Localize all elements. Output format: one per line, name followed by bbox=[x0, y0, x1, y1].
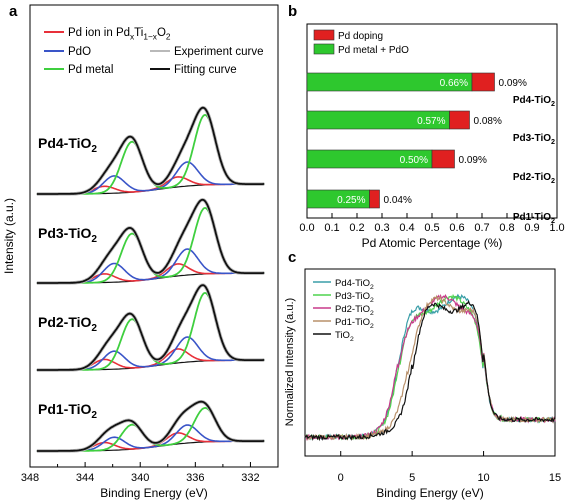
x-tick-label: 348 bbox=[21, 472, 39, 484]
series-line bbox=[304, 294, 556, 441]
category-label: Pd4-TiO2 bbox=[513, 95, 555, 108]
spectrum-group: Pd2-TiO2 bbox=[36, 283, 265, 372]
panel-b-letter: b bbox=[288, 3, 297, 20]
spectrum-group: Pd3-TiO2 bbox=[36, 198, 265, 285]
legend-label: Pd3-TiO2 bbox=[335, 291, 374, 304]
x-tick-label: 0.4 bbox=[399, 222, 414, 234]
fitting-curve bbox=[36, 284, 265, 371]
pd-metal-curve bbox=[36, 292, 265, 371]
x-tick-label: 10 bbox=[477, 472, 489, 484]
category-label: Pd3-TiO2 bbox=[513, 133, 555, 146]
sample-label: Pd1-TiO2 bbox=[38, 401, 97, 421]
legend-label: Pd metal + PdO bbox=[338, 45, 409, 56]
x-tick-label: 0.9 bbox=[524, 222, 539, 234]
x-tick-label: 0.1 bbox=[324, 222, 339, 234]
fitting-curve bbox=[36, 400, 265, 452]
legend-label: Pd metal bbox=[68, 64, 113, 76]
legend-label: Fitting curve bbox=[174, 64, 237, 76]
panel-c-letter: c bbox=[288, 249, 296, 266]
panel-b: b Pd doping Pd metal + PdO 0.66% 0.09% Pd4-… bbox=[288, 3, 565, 250]
category-label: Pd2-TiO2 bbox=[513, 172, 555, 185]
panel-a: a Pd4-TiO2 Pd3-TiO2 Pd2-TiO2 Pd1-TiO2 Pd io… bbox=[2, 3, 279, 500]
series-line bbox=[304, 300, 556, 442]
legend-label: TiO2 bbox=[335, 330, 354, 343]
spectrum-group: Pd1-TiO2 bbox=[36, 399, 265, 453]
bar-value-label: 0.50% bbox=[400, 155, 428, 166]
sample-label: Pd4-TiO2 bbox=[38, 135, 97, 155]
panel-c-curves bbox=[304, 293, 556, 442]
x-tick-label: 0.7 bbox=[474, 222, 489, 234]
bar-value-label: 0.08% bbox=[474, 116, 502, 127]
x-tick-label: 0.5 bbox=[424, 222, 439, 234]
x-tick-label: 0.6 bbox=[449, 222, 464, 234]
sample-label: Pd3-TiO2 bbox=[38, 225, 97, 245]
x-tick-label: 0.8 bbox=[499, 222, 514, 234]
fitting-curve bbox=[36, 106, 265, 195]
legend-swatch bbox=[313, 43, 335, 55]
panel-b-xlabel: Pd Atomic Percentage (%) bbox=[362, 236, 503, 250]
panel-a-xlabel: Binding Energy (eV) bbox=[100, 486, 207, 500]
panel-a-ylabel: Intensity (a.u.) bbox=[2, 198, 16, 274]
sample-label: Pd2-TiO2 bbox=[38, 314, 97, 334]
bar-value-label: 0.09% bbox=[459, 155, 487, 166]
spectrum-group: Pd4-TiO2 bbox=[36, 105, 265, 196]
legend-label: Pd doping bbox=[338, 31, 383, 42]
bar-value-label: 0.66% bbox=[440, 78, 468, 89]
legend-swatch bbox=[313, 29, 335, 41]
pd-metal-curve bbox=[36, 114, 265, 195]
x-tick-label: 0.0 bbox=[299, 222, 314, 234]
bar-pd-doping bbox=[449, 110, 470, 130]
legend-label: Pd2-TiO2 bbox=[335, 304, 374, 317]
bar-value-label: 0.04% bbox=[384, 195, 412, 206]
bar-value-label: 0.25% bbox=[337, 195, 365, 206]
x-tick-label: 15 bbox=[549, 472, 561, 484]
panel-b-bars: 0.66% 0.09% Pd4-TiO2 0.57% 0.08% Pd3-TiO2 0.50… bbox=[306, 72, 555, 225]
legend-label: PdO bbox=[68, 46, 91, 58]
panel-a-spectra: Pd4-TiO2 Pd3-TiO2 Pd2-TiO2 Pd1-TiO2 bbox=[36, 105, 265, 453]
x-tick-label: 336 bbox=[186, 472, 204, 484]
x-tick-label: 332 bbox=[241, 472, 259, 484]
panel-a-frame bbox=[29, 4, 279, 468]
x-tick-label: 0.3 bbox=[374, 222, 389, 234]
bar-value-label: 0.57% bbox=[417, 116, 445, 127]
x-tick-label: 340 bbox=[131, 472, 149, 484]
panel-c-ylabel: Normalized Intensity (a.u.) bbox=[284, 298, 296, 426]
bar-pd-doping bbox=[431, 149, 455, 169]
panel-b-legend: Pd doping Pd metal + PdO bbox=[313, 29, 409, 56]
panel-b-x-axis: 0.0 0.1 0.2 0.3 0.4 0.5 0.6 0.7 0.8 0.9 1.0 bbox=[299, 213, 565, 234]
panel-a-legend: Pd ion in PdxTi1−xO2 PdO Pd metal Experimen… bbox=[44, 27, 263, 76]
x-tick-label: 344 bbox=[76, 472, 94, 484]
panel-c-xlabel: Binding Energy (eV) bbox=[376, 486, 483, 500]
legend-label: Pd ion in PdxTi1−xO2 bbox=[68, 27, 171, 41]
legend-label: Pd4-TiO2 bbox=[335, 278, 374, 291]
panel-c-x-axis: 0 5 10 15 bbox=[338, 451, 561, 484]
x-tick-label: 0.2 bbox=[349, 222, 364, 234]
panel-c-frame bbox=[304, 268, 556, 457]
panel-a-x-axis: 348 344 340 336 332 bbox=[21, 462, 279, 484]
pd-metal-curve bbox=[36, 207, 265, 284]
x-tick-label: 5 bbox=[409, 472, 415, 484]
legend-label: Experiment curve bbox=[174, 46, 263, 58]
experiment-curve bbox=[36, 198, 265, 285]
bar-pd-doping bbox=[369, 189, 380, 209]
legend-label: Pd1-TiO2 bbox=[335, 317, 374, 330]
bar-value-label: 0.09% bbox=[499, 78, 527, 89]
panel-a-letter: a bbox=[9, 3, 18, 20]
x-tick-label: 1.0 bbox=[549, 222, 564, 234]
fitting-curve bbox=[36, 198, 265, 284]
bar-pd-doping bbox=[471, 72, 495, 92]
x-tick-label: 0 bbox=[338, 472, 344, 484]
